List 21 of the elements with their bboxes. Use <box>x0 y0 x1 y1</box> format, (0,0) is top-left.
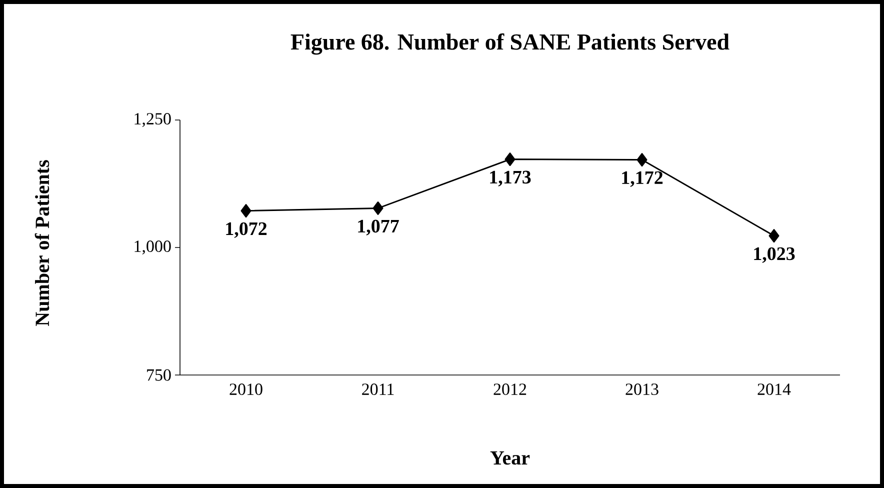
data-label: 1,173 <box>490 170 531 186</box>
point <box>636 153 648 167</box>
point <box>504 152 516 166</box>
chart-title: Figure 68. Number of SANE Patients Served <box>290 33 730 55</box>
point <box>768 229 780 243</box>
y-tick-label: 1,250 <box>134 113 171 127</box>
x-tick-label: 2013 <box>626 384 658 396</box>
y-tick-label: 750 <box>147 369 171 381</box>
point <box>372 201 384 215</box>
x-tick-label: 2011 <box>362 384 394 396</box>
data-label: 1,172 <box>622 171 663 187</box>
data-label: 1,023 <box>754 247 795 263</box>
x-tick-label: 2014 <box>758 384 791 396</box>
y-axis-title: Number of Patients <box>34 160 50 326</box>
y-tick-label: 1,000 <box>134 240 171 254</box>
x-tick-label: 2012 <box>494 384 526 396</box>
data-label: 1,077 <box>358 220 399 236</box>
x-axis-title: Year <box>490 451 530 465</box>
x-tick-label: 2010 <box>230 384 262 396</box>
point <box>240 204 252 218</box>
data-label: 1,072 <box>226 222 267 238</box>
